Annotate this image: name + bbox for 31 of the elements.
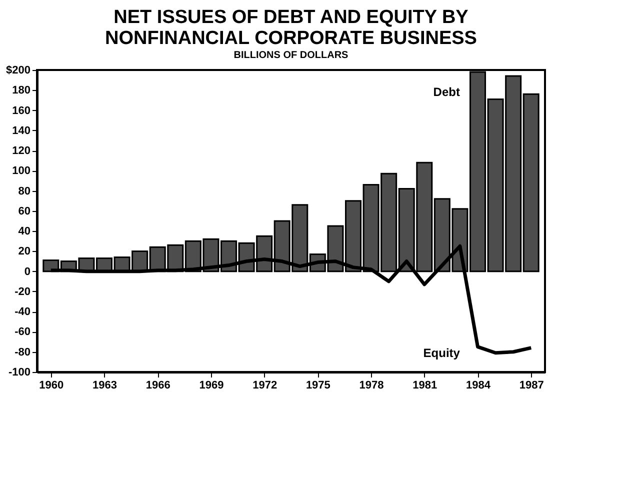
y-tick-label: 180 <box>12 84 30 97</box>
y-tick-label: 100 <box>12 165 30 178</box>
y-tick-label: -100 <box>8 366 30 378</box>
x-tick-label: 1972 <box>252 380 278 392</box>
y-tick-label: 120 <box>12 145 30 158</box>
x-tick-label: 1975 <box>306 380 330 392</box>
y-tick-label: -60 <box>14 326 30 338</box>
series-label: Debt <box>433 84 460 99</box>
x-tick-label: 1981 <box>412 380 438 392</box>
x-tick-label: 1966 <box>146 380 170 392</box>
x-tick-label: 1987 <box>519 380 544 392</box>
series-label: Equity <box>423 346 460 360</box>
x-tick-label: 1960 <box>39 380 64 392</box>
y-tick-label: 60 <box>18 205 30 218</box>
chart-subtitle: BILLIONS OF DOLLARS <box>234 50 349 61</box>
text: NET ISSUES OF DEBT AND EQUITY BY <box>114 7 468 28</box>
x-tick-label: 1969 <box>199 380 224 392</box>
y-tick-label: -20 <box>14 286 30 298</box>
y-tick-label: -80 <box>14 346 30 358</box>
y-tick-label: 0 <box>24 266 30 278</box>
y-tick-label: 160 <box>12 104 30 117</box>
y-tick-label: 80 <box>18 185 30 198</box>
y-tick-label: 40 <box>18 226 30 238</box>
y-tick-label: -40 <box>14 306 30 318</box>
y-tick-label: 140 <box>12 124 30 137</box>
y-tick-label: $200 <box>6 64 30 76</box>
y-tick-label: 20 <box>18 246 30 258</box>
text: NONFINANCIAL CORPORATE BUSINESS <box>105 28 477 49</box>
x-tick-label: 1978 <box>359 380 384 392</box>
x-tick-label: 1963 <box>92 380 117 392</box>
x-tick-label: 1984 <box>466 380 492 392</box>
